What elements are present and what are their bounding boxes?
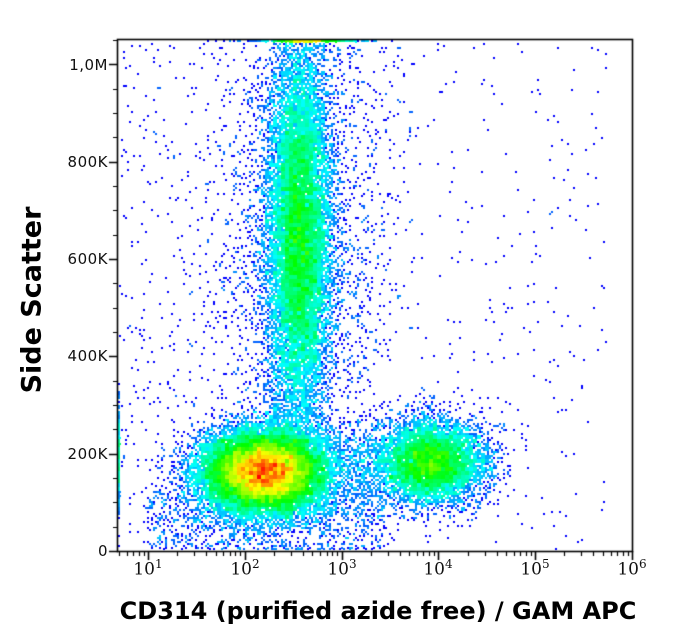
y-axis-title: Side Scatter: [16, 206, 48, 394]
x-tick-label-1e5: 105: [520, 557, 550, 580]
y-tick-label-800k: 800K: [67, 153, 108, 171]
x-tick-label-1e1: 101: [133, 557, 163, 580]
y-tick-label-0: 0: [97, 542, 108, 560]
x-axis-title: CD314 (purified azide free) / GAM APC: [119, 597, 637, 625]
y-tick-label-600k: 600K: [67, 250, 108, 268]
y-tick-label-1m: 1,0M: [69, 56, 108, 74]
y-tick-label-200k: 200K: [67, 445, 108, 463]
x-tick-label-1e6: 106: [617, 557, 647, 580]
y-tick-label-400k: 400K: [67, 347, 108, 365]
x-tick-label-1e3: 103: [327, 557, 357, 580]
x-tick-label-1e2: 102: [230, 557, 260, 580]
x-tick-label-1e4: 104: [423, 557, 453, 580]
